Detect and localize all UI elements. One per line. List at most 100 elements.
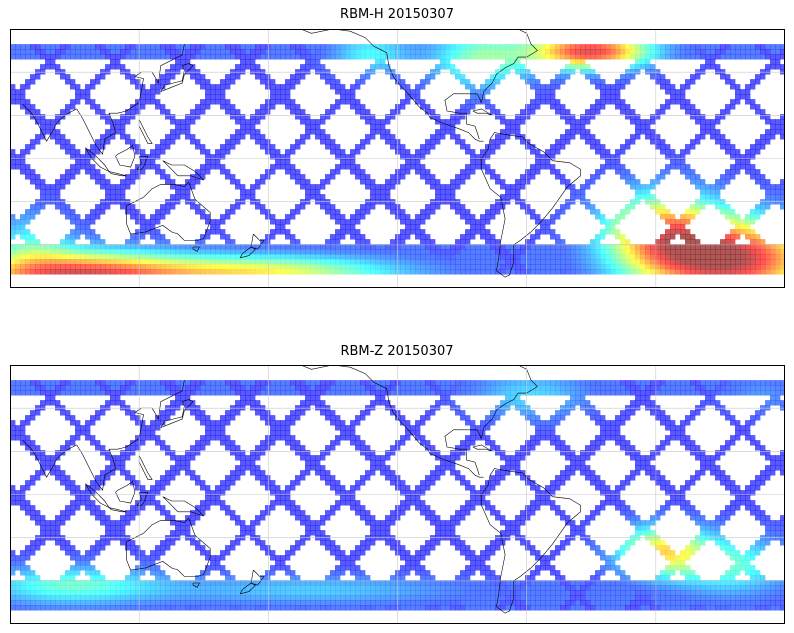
swath-cell <box>685 49 691 55</box>
swath-cell <box>120 124 126 130</box>
swath-cell <box>730 480 736 486</box>
swath-cell <box>775 184 781 190</box>
swath-cell <box>555 44 561 50</box>
swath-cell <box>260 209 266 215</box>
swath-cell <box>125 134 131 140</box>
swath-cell <box>690 415 696 421</box>
swath-cell <box>680 430 686 436</box>
swath-cell <box>405 164 411 170</box>
swath-cell <box>70 174 76 180</box>
swath-cell <box>235 54 241 60</box>
swath-cell <box>100 380 106 386</box>
swath-cell <box>565 49 571 55</box>
swath-cell <box>540 385 546 391</box>
swath-cell <box>540 84 546 90</box>
swath-cell <box>480 164 486 170</box>
swath-cell <box>430 385 436 391</box>
swath-cell <box>125 244 131 250</box>
swath-cell <box>285 79 291 85</box>
swath-cell <box>40 64 46 70</box>
swath-cell <box>485 229 491 235</box>
swath-cell <box>675 435 681 441</box>
swath-cell <box>705 455 711 461</box>
swath-cell <box>90 44 96 50</box>
swath-cell <box>315 64 321 70</box>
swath-cell <box>415 214 421 220</box>
swath-cell <box>620 244 626 250</box>
swath-cell <box>470 390 476 396</box>
swath-cell <box>570 400 576 406</box>
swath-cell <box>620 385 626 391</box>
swath-cell <box>445 49 451 55</box>
swath-cell <box>565 455 571 461</box>
swath-cell <box>20 259 26 265</box>
swath-cell <box>695 114 701 120</box>
swath-cell <box>50 189 56 195</box>
swath-cell <box>455 184 461 190</box>
swath-cell <box>375 259 381 265</box>
swath-cell <box>620 264 626 270</box>
swath-cell <box>190 174 196 180</box>
swath-cell <box>550 244 556 250</box>
swath-cell <box>280 89 286 95</box>
swath-cell <box>585 450 591 456</box>
swath-cell <box>95 209 101 215</box>
swath-cell <box>735 214 741 220</box>
swath-cell <box>720 410 726 416</box>
swath-cell <box>690 445 696 451</box>
swath-cell <box>660 244 666 250</box>
swath-cell <box>715 475 721 481</box>
swath-cell <box>645 189 651 195</box>
swath-cell <box>560 69 566 75</box>
swath-cell <box>775 59 781 65</box>
swath-cell <box>535 380 541 386</box>
swath-cell <box>630 134 636 140</box>
swath-cell <box>595 104 601 110</box>
swath-cell <box>650 475 656 481</box>
swath-cell <box>360 249 366 255</box>
swath-cell <box>610 89 616 95</box>
swath-cell <box>400 264 406 270</box>
swath-cell <box>335 390 341 396</box>
swath-cell <box>715 380 721 386</box>
swath-cell <box>705 385 711 391</box>
swath-cell <box>170 465 176 471</box>
swath-cell <box>455 239 461 245</box>
swath-cell <box>490 74 496 80</box>
swath-cell <box>455 450 461 456</box>
swath-cell <box>515 405 521 411</box>
swath-cell <box>295 109 301 115</box>
swath-cell <box>285 84 291 90</box>
swath-cell <box>70 259 76 265</box>
swath-cell <box>105 189 111 195</box>
swath-cell <box>160 380 166 386</box>
swath-cell <box>305 69 311 75</box>
swath-cell <box>315 244 321 250</box>
swath-cell <box>455 134 461 140</box>
swath-cell <box>625 169 631 175</box>
swath-cell <box>160 49 166 55</box>
swath-cell <box>90 440 96 446</box>
swath-cell <box>460 169 466 175</box>
swath-cell <box>190 405 196 411</box>
swath-cell <box>100 410 106 416</box>
swath-cell <box>600 490 606 496</box>
swath-cell <box>525 74 531 80</box>
swath-cell <box>125 204 131 210</box>
swath-cell <box>140 430 146 436</box>
swath-cell <box>460 44 466 50</box>
swath-cell <box>150 490 156 496</box>
swath-cell <box>365 184 371 190</box>
swath-cell <box>185 189 191 195</box>
swath-cell <box>765 139 771 145</box>
swath-cell <box>415 44 421 50</box>
swath-cell <box>115 64 121 70</box>
swath-cell <box>345 435 351 441</box>
swath-cell <box>75 169 81 175</box>
swath-cell <box>465 264 471 270</box>
swath-cell <box>780 249 785 255</box>
swath-cell <box>20 169 26 175</box>
swath-cell <box>505 59 511 65</box>
swath-cell <box>670 385 676 391</box>
swath-cell <box>460 480 466 486</box>
